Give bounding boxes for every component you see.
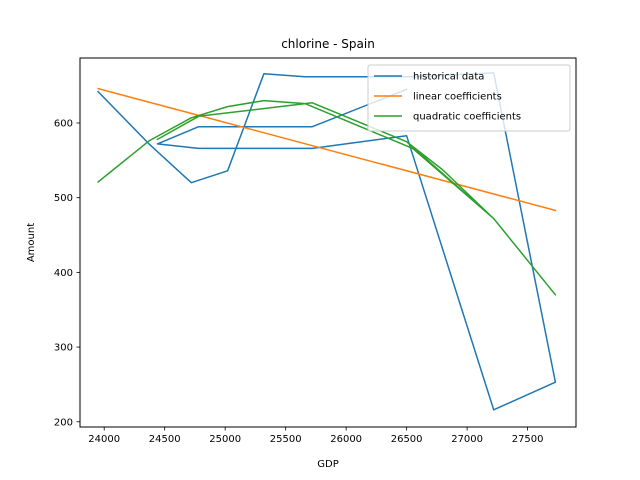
y-tick-label: 200 <box>54 417 73 428</box>
x-axis-label: GDP <box>317 459 338 470</box>
x-tick-label: 27500 <box>512 434 544 445</box>
axis-ticks: 24000 24500 25000 25500 26000 26500 27000 27500… <box>54 118 544 445</box>
y-tick-label: 300 <box>54 343 73 354</box>
chart-title: chlorine - Spain <box>281 37 375 51</box>
plot-area <box>97 72 557 411</box>
series-line-2 <box>97 87 557 212</box>
y-axis-label: Amount <box>26 223 37 262</box>
y-tick-label: 400 <box>54 268 73 279</box>
x-tick-label: 24000 <box>88 434 120 445</box>
legend-label-2: linear coefficients <box>413 92 502 103</box>
legend-box <box>367 64 571 132</box>
legend: historical data linear coefficients quadra… <box>367 64 571 132</box>
x-tick-label: 25000 <box>209 434 241 445</box>
x-tick-label: 24500 <box>149 434 181 445</box>
series-line-1 <box>97 72 557 411</box>
axes-frame <box>79 57 577 428</box>
x-tick-label: 26000 <box>330 434 362 445</box>
legend-label-3: quadratic coefficients <box>413 112 521 123</box>
y-tick-label: 600 <box>54 118 73 129</box>
x-tick-label: 26500 <box>391 434 423 445</box>
legend-label-1: historical data <box>413 72 484 83</box>
series-line-3 <box>97 99 557 296</box>
y-tick-label: 500 <box>54 193 73 204</box>
x-tick-label: 25500 <box>270 434 302 445</box>
x-tick-label: 27000 <box>451 434 483 445</box>
